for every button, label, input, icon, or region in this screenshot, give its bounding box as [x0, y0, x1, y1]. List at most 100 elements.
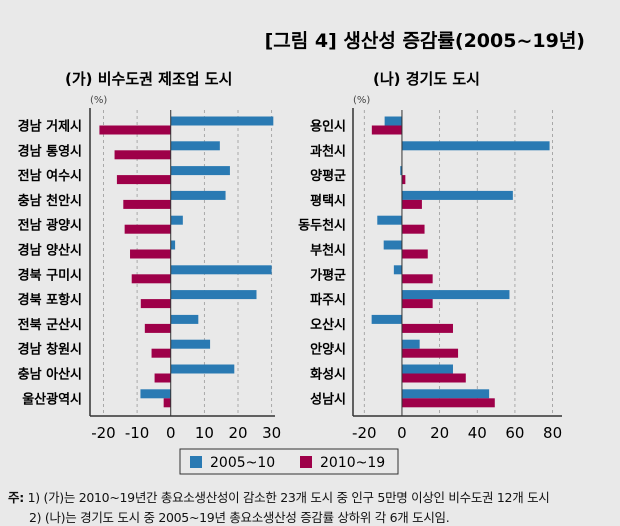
bar-2010-19: [401, 199, 422, 209]
panel-left: (가) 비수도권 제조업 도시 (%) -20 -10 0 10 20 30 경남 거제시경남 …: [18, 70, 282, 442]
bar-2010-19: [144, 323, 171, 333]
category-label: 경북 포항시: [18, 292, 82, 308]
bar-2005-10: [170, 364, 235, 374]
bar-2010-19: [401, 299, 433, 309]
category-label: 전남 광양시: [18, 218, 82, 234]
category-label: 평택시: [310, 193, 346, 209]
bar-2010-19: [123, 199, 171, 209]
x-tick-label: 20: [228, 424, 247, 442]
note-label: 주:: [8, 490, 24, 505]
bar-2005-10: [170, 141, 220, 151]
bar-2005-10: [401, 364, 453, 374]
legend-label-2005-10: 2005~10: [210, 455, 275, 471]
category-label: 과천시: [310, 144, 346, 159]
legend-label-2010-19: 2010~19: [320, 455, 385, 471]
x-tick-label: -10: [125, 424, 150, 442]
x-tick-label: 80: [543, 424, 562, 442]
note-line-1: 주: 1) (가)는 2010~19년간 총요소생산성이 감소한 23개 도시 …: [8, 487, 550, 506]
category-label: 양평군: [310, 168, 346, 184]
bar-2005-10: [401, 339, 420, 349]
legend: 2005~10 2010~19: [179, 448, 399, 475]
category-label: 경남 거제시: [18, 119, 82, 135]
bar-2010-19: [401, 249, 428, 259]
bar-2010-19: [131, 274, 171, 284]
x-tick-label: 0: [397, 424, 407, 442]
bar-2010-19: [401, 175, 406, 185]
note-text-1: 1) (가)는 2010~19년간 총요소생산성이 감소한 23개 도시 중 인…: [27, 490, 550, 505]
category-label: 전남 여수시: [18, 168, 82, 184]
bar-2010-19: [124, 224, 171, 234]
category-label: 경북 구미시: [18, 267, 82, 283]
bar-2005-10: [170, 339, 211, 349]
bar-2010-19: [401, 398, 495, 408]
x-tick-label: 20: [430, 424, 449, 442]
bar-2010-19: [401, 274, 433, 284]
bar-2005-10: [377, 215, 402, 225]
category-label: 화성시: [310, 367, 346, 383]
bar-2010-19: [163, 398, 171, 408]
unit-label: (%): [353, 95, 370, 106]
bar-2005-10: [401, 290, 510, 300]
x-tick-label: 60: [505, 424, 524, 442]
bar-2010-19: [151, 348, 171, 358]
bar-2010-19: [371, 125, 402, 135]
unit-label: (%): [90, 95, 107, 106]
bar-2005-10: [170, 240, 176, 250]
bar-2005-10: [384, 116, 402, 126]
bar-2005-10: [140, 389, 171, 399]
category-label: 안양시: [310, 342, 346, 358]
bar-2005-10: [371, 314, 402, 324]
panel-title: (가) 비수도권 제조업 도시: [65, 70, 232, 88]
bar-2005-10: [170, 290, 257, 300]
category-label: 파주시: [310, 293, 346, 308]
category-label: 경남 창원시: [18, 342, 82, 358]
category-label: 동두천시: [298, 219, 346, 234]
bar-2005-10: [170, 116, 274, 126]
category-label: 성남시: [310, 391, 346, 407]
bar-2005-10: [170, 166, 230, 176]
legend-box: [179, 448, 399, 475]
category-label: 용인시: [310, 119, 346, 135]
bar-2010-19: [401, 348, 459, 358]
bar-2010-19: [116, 175, 171, 185]
category-label: 충남 아산시: [18, 367, 82, 383]
x-tick-label: 0: [166, 424, 176, 442]
legend-swatch-2005-10: [190, 456, 202, 468]
bar-2010-19: [401, 224, 425, 234]
bar-2005-10: [170, 190, 226, 200]
category-label: 경남 양산시: [18, 243, 82, 259]
category-label: 오산시: [310, 317, 346, 333]
category-label: 전북 군산시: [18, 317, 82, 333]
bar-2005-10: [401, 141, 550, 151]
figure-title: [그림 4] 생산성 증감률(2005~19년): [265, 30, 585, 52]
bar-2005-10: [170, 265, 272, 275]
bar-2005-10: [400, 166, 402, 176]
bar-2010-19: [130, 249, 171, 259]
bar-2010-19: [99, 125, 171, 135]
panel-right: (나) 경기도 도시(%) -20 0 20 40 60 80 용인시과천시양평군평택시동두천…: [298, 70, 562, 442]
bar-2005-10: [393, 265, 402, 275]
x-tick-label: -20: [91, 424, 116, 442]
bar-2010-19: [154, 373, 171, 383]
bar-2005-10: [401, 389, 490, 399]
note-line-2: 2) (나)는 경기도 도시 중 2005~19년 총요소생산성 증감률 상하위…: [29, 510, 450, 525]
x-tick-label: 40: [468, 424, 487, 442]
bar-2005-10: [401, 190, 513, 200]
bar-2005-10: [170, 215, 183, 225]
bar-2010-19: [114, 150, 171, 160]
x-tick-label: 30: [262, 424, 281, 442]
x-tick-label: -20: [352, 424, 377, 442]
bar-2010-19: [401, 323, 453, 333]
legend-swatch-2010-19: [300, 456, 312, 468]
category-label: 울산광역시: [22, 391, 82, 407]
bar-2005-10: [383, 240, 402, 250]
bar-2005-10: [170, 314, 199, 324]
bar-2010-19: [401, 373, 466, 383]
category-label: 부천시: [310, 244, 346, 259]
x-tick-label: 10: [195, 424, 214, 442]
panel-title: (나) 경기도 도시: [373, 70, 480, 88]
bar-2010-19: [140, 299, 171, 309]
category-label: 경남 통영시: [18, 143, 82, 159]
category-label: 충남 천안시: [18, 193, 82, 209]
